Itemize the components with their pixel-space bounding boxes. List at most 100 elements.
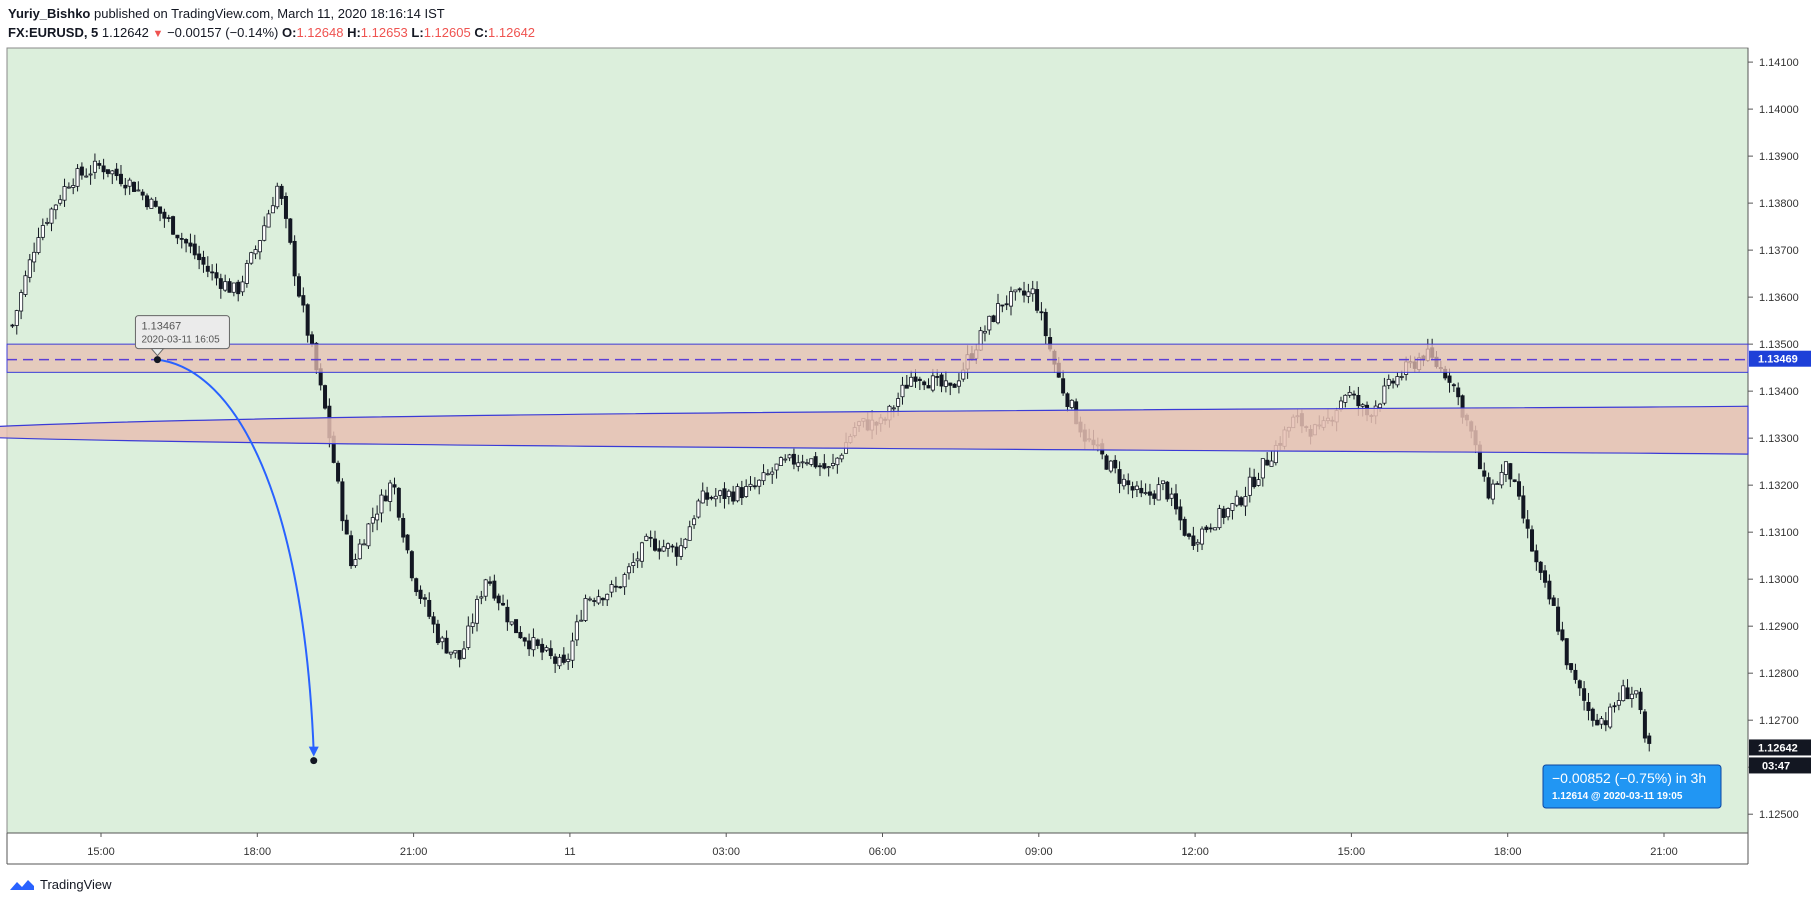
candle <box>257 239 262 260</box>
candle <box>1382 377 1387 406</box>
candle-body <box>1160 480 1165 484</box>
candle <box>88 165 93 185</box>
candle <box>909 370 914 388</box>
wedge-zone[interactable] <box>0 405 1749 455</box>
candle-body <box>171 216 176 235</box>
candle <box>618 586 623 589</box>
candle-body <box>713 495 718 500</box>
candle-body <box>162 211 167 219</box>
candle <box>1130 481 1135 499</box>
candle <box>622 572 627 595</box>
candle-body <box>1252 476 1257 488</box>
candle <box>831 453 836 470</box>
candle <box>1534 544 1539 571</box>
candle <box>553 653 558 673</box>
candle-body <box>1009 291 1014 307</box>
candle <box>540 638 545 661</box>
candle-body <box>353 559 358 566</box>
candle <box>1173 484 1178 515</box>
candle <box>952 383 957 388</box>
candle <box>131 181 136 192</box>
point-label[interactable]: 1.13467 2020-03-11 16:05 <box>134 315 230 357</box>
candle-body <box>97 163 102 166</box>
candle <box>79 162 84 180</box>
candle <box>605 593 610 607</box>
candle-body <box>952 383 957 388</box>
x-tick-label: 09:00 <box>1025 846 1053 858</box>
candle-body <box>431 616 436 625</box>
projection-callout[interactable]: −0.00852 (−0.75%) in 3h 1.12614 @ 2020-03… <box>1542 764 1722 809</box>
candle-body <box>1347 391 1352 396</box>
candle <box>1347 385 1352 398</box>
candle-body <box>466 625 471 648</box>
symbol-label[interactable]: FX:EURUSD, 5 <box>8 25 99 40</box>
candle-body <box>1117 469 1122 484</box>
candle <box>492 574 497 601</box>
price-axis[interactable] <box>1748 48 1818 833</box>
candle-body <box>522 637 527 642</box>
y-tick-label: 1.12800 <box>1759 668 1799 680</box>
candle <box>1525 510 1530 539</box>
candle <box>501 594 506 606</box>
candle-body <box>366 523 371 547</box>
candle-body <box>1065 393 1070 407</box>
candle <box>1104 453 1109 470</box>
candle-body <box>587 598 592 601</box>
price-chart[interactable]: 1.14100 1.14000 1.13900 1.13800 1.13700 1.136… <box>0 0 1818 872</box>
candle <box>184 238 189 253</box>
candle <box>1490 479 1495 505</box>
candle-body <box>270 205 275 214</box>
projection-end-point[interactable] <box>310 757 318 765</box>
last-price-tag: 1.12642 <box>1749 739 1811 756</box>
candle <box>1239 496 1244 507</box>
author-name[interactable]: Yuriy_Bishko <box>8 6 91 21</box>
resistance-zone[interactable] <box>6 343 1749 373</box>
candle <box>296 273 301 298</box>
candle-body <box>909 376 914 387</box>
candle <box>288 218 293 245</box>
candle-body <box>1560 629 1565 641</box>
candle <box>275 182 280 210</box>
candle-body <box>1395 376 1400 386</box>
candle-body <box>1239 497 1244 506</box>
candle-body <box>600 597 605 601</box>
candle <box>1386 374 1391 390</box>
candle <box>1543 565 1548 588</box>
candle-body <box>370 517 375 524</box>
candle-body <box>88 173 93 176</box>
candle-body <box>831 462 836 467</box>
candle <box>1547 574 1552 605</box>
candle <box>956 373 961 394</box>
candle <box>210 264 215 281</box>
y-tick-label: 1.13800 <box>1759 198 1799 210</box>
candle <box>92 153 97 179</box>
candle <box>292 235 297 286</box>
footer-brand[interactable]: TradingView <box>8 876 112 892</box>
projection-arrow[interactable] <box>157 358 315 753</box>
candle-body <box>948 382 953 386</box>
candle <box>1208 523 1213 533</box>
candle-body <box>127 179 132 187</box>
candle-body <box>1173 493 1178 510</box>
candle <box>509 621 514 627</box>
candle <box>1147 483 1152 505</box>
candle <box>574 614 579 647</box>
candle-body <box>388 482 393 502</box>
zone-price-tag-text: 1.13469 <box>1758 354 1798 366</box>
candle-body <box>566 658 571 662</box>
high-label: H: <box>347 25 361 40</box>
candle-body <box>696 500 701 518</box>
candle <box>1043 308 1048 345</box>
tradingview-logo-icon <box>10 880 34 890</box>
candle <box>1595 713 1600 726</box>
candle-body <box>492 580 497 599</box>
candle-body <box>639 542 644 562</box>
candle-body <box>527 640 532 650</box>
candle-body <box>79 166 84 176</box>
projection-start-point[interactable] <box>153 356 161 364</box>
candle <box>153 197 158 208</box>
candle-body <box>1512 479 1517 482</box>
y-tick-label: 1.14000 <box>1759 104 1799 116</box>
candle <box>1503 461 1508 483</box>
candle <box>301 287 306 313</box>
